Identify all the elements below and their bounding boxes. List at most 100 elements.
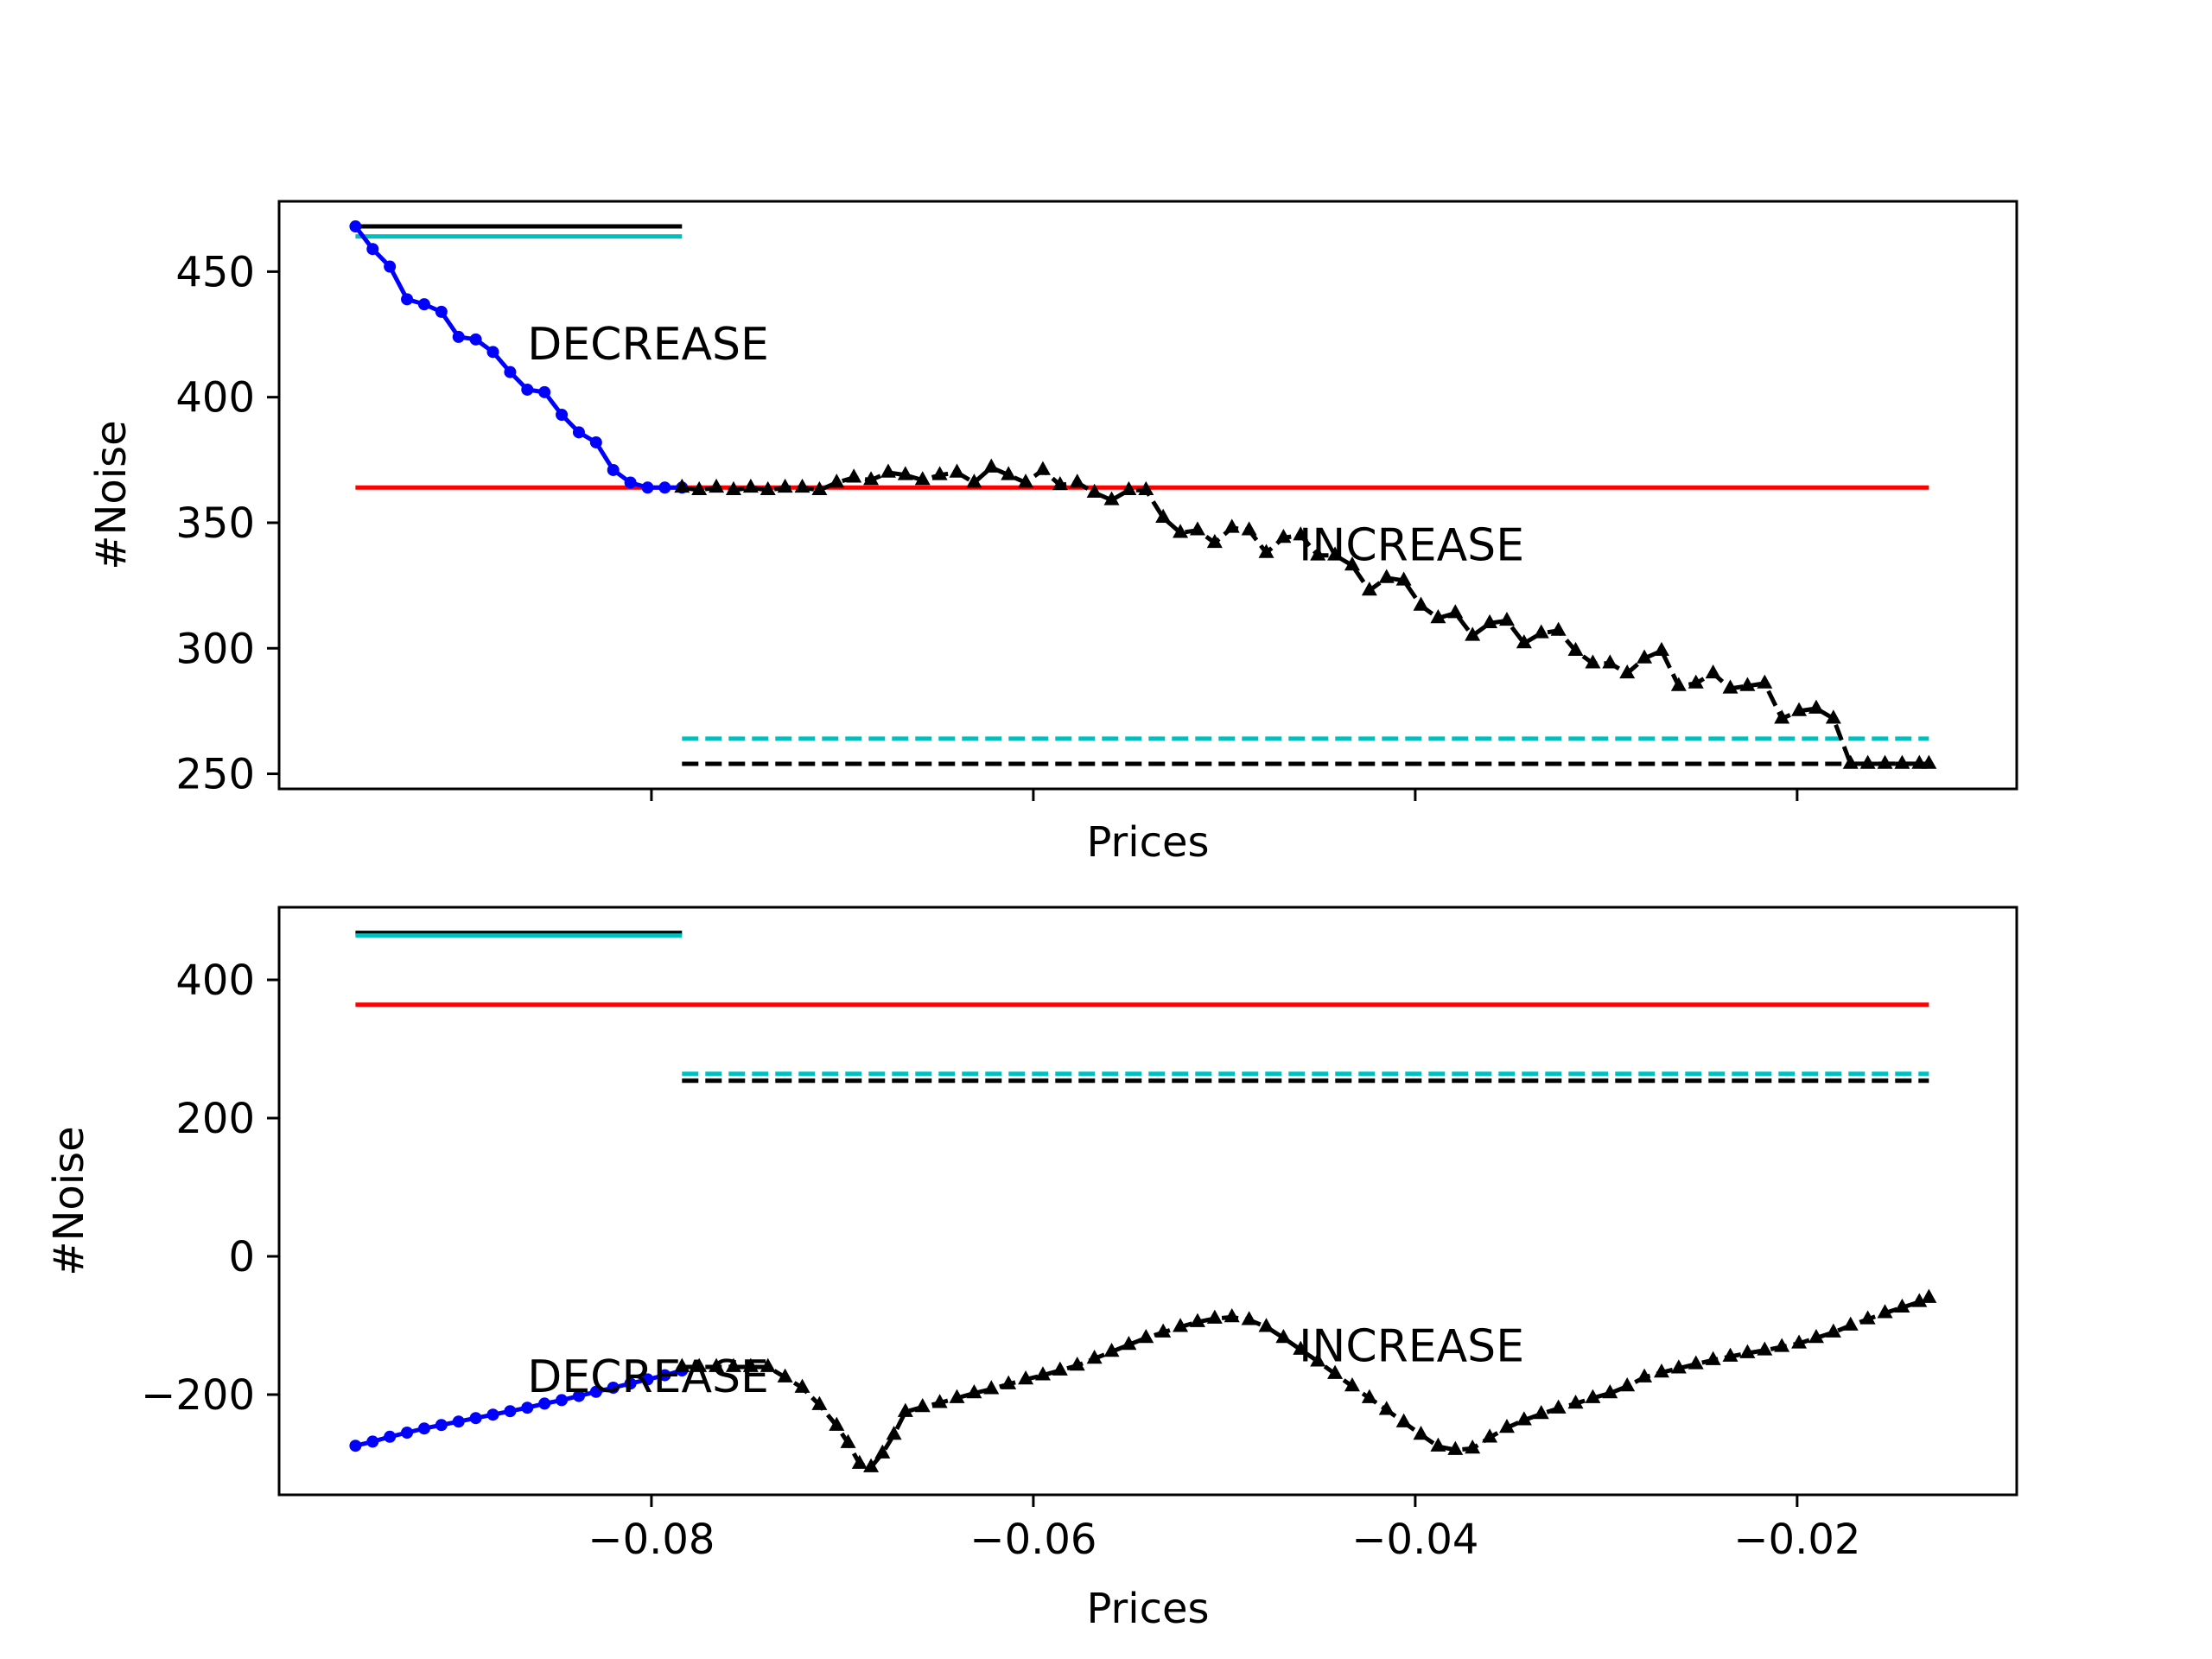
data-point	[1757, 1341, 1773, 1356]
data-point	[1791, 1334, 1808, 1349]
data-point	[1258, 543, 1274, 558]
data-point	[1808, 699, 1824, 714]
data-point	[1842, 754, 1859, 769]
panels: DECREASE INCREASE 250 300 350 400 450 Prices #No…	[45, 200, 2018, 1633]
data-point	[1327, 1364, 1344, 1379]
data-point	[607, 1382, 620, 1394]
data-point	[709, 1357, 725, 1372]
data-point	[1670, 677, 1687, 691]
annotation-decrease: DECREASE	[527, 1351, 769, 1403]
data-point	[1825, 709, 1841, 724]
data-point	[1103, 491, 1120, 505]
data-point	[1293, 526, 1309, 541]
data-point	[452, 330, 465, 343]
x-tick-label: −0.06	[969, 1516, 1096, 1564]
data-point	[1516, 634, 1532, 649]
data-point	[1378, 1401, 1395, 1415]
data-point	[1103, 1343, 1120, 1357]
data-point	[1069, 474, 1085, 488]
data-point	[1069, 1357, 1085, 1371]
data-point	[504, 365, 517, 378]
annotation-decrease: DECREASE	[527, 319, 769, 371]
data-point	[829, 1416, 845, 1431]
data-point	[1206, 533, 1223, 549]
data-point	[1310, 1352, 1326, 1367]
data-point	[1241, 521, 1257, 536]
data-point	[840, 1433, 856, 1448]
data-point	[1774, 709, 1790, 724]
data-point	[1293, 1340, 1309, 1355]
data-point	[1310, 546, 1326, 561]
data-point	[1859, 1310, 1876, 1325]
data-point	[851, 1454, 868, 1469]
data-point	[658, 481, 671, 494]
data-point	[1757, 674, 1773, 689]
data-point	[1413, 1426, 1429, 1440]
data-point	[897, 466, 913, 480]
data-point	[1533, 1405, 1549, 1420]
data-point	[1722, 1347, 1738, 1362]
data-point	[1585, 654, 1601, 669]
data-point	[1533, 624, 1549, 639]
x-tick-label: −0.02	[1733, 1516, 1860, 1564]
data-point	[1224, 518, 1240, 533]
data-point	[880, 463, 896, 478]
data-point	[777, 1368, 793, 1382]
data-point	[674, 478, 690, 493]
data-point	[1567, 1395, 1584, 1409]
data-point	[366, 243, 379, 256]
data-point	[624, 476, 637, 489]
data-point	[401, 1427, 414, 1439]
data-point	[829, 474, 845, 488]
data-point	[435, 305, 448, 318]
x-axis-label: Prices	[1086, 1585, 1209, 1633]
data-point	[1121, 1336, 1137, 1351]
data-point	[486, 346, 499, 359]
y-axis-label: #Noise	[87, 420, 136, 569]
data-point	[1189, 521, 1205, 536]
y-tick-label: 350	[175, 499, 255, 548]
axes-frame	[277, 906, 2018, 1497]
plot-data	[349, 931, 1937, 1472]
data-point	[1395, 1413, 1412, 1427]
data-point	[1637, 1368, 1653, 1382]
data-point	[1430, 1437, 1446, 1452]
data-point	[1361, 1389, 1377, 1403]
data-point	[1516, 1411, 1532, 1426]
data-point	[417, 1422, 430, 1435]
y-tick-label: 0	[228, 1233, 255, 1281]
data-point	[538, 385, 551, 398]
x-tick-label: −0.04	[1351, 1516, 1478, 1564]
data-point	[811, 1395, 828, 1410]
data-point	[1327, 546, 1344, 561]
data-point	[435, 1419, 448, 1432]
data-point	[1482, 1428, 1498, 1443]
data-point	[897, 1402, 913, 1417]
data-point	[886, 1426, 902, 1440]
data-point	[1001, 1375, 1017, 1389]
data-point	[1791, 702, 1808, 716]
annotation-increase: INCREASE	[1299, 1321, 1524, 1373]
data-point	[1086, 483, 1103, 498]
data-point	[1121, 480, 1137, 496]
data-point	[589, 435, 602, 448]
data-point	[1361, 582, 1377, 596]
chart-panel-2: DECREASE INCREASE −0.08 −0.06 −0.04 −0.02 −200…	[45, 906, 2018, 1633]
data-point	[1877, 1304, 1893, 1319]
data-point	[931, 466, 948, 480]
data-point	[691, 480, 708, 496]
y-tick-label: −200	[141, 1371, 255, 1420]
data-point	[1465, 626, 1481, 641]
y-tick-label: 250	[175, 751, 255, 799]
data-point	[521, 383, 534, 396]
data-point	[709, 478, 725, 493]
data-point	[349, 1440, 362, 1452]
data-point	[966, 474, 982, 488]
data-point	[1859, 754, 1876, 769]
data-point	[1344, 1377, 1360, 1392]
data-point	[469, 1412, 482, 1425]
data-point	[914, 471, 931, 486]
data-point	[1585, 1389, 1601, 1403]
data-point	[1602, 654, 1618, 669]
